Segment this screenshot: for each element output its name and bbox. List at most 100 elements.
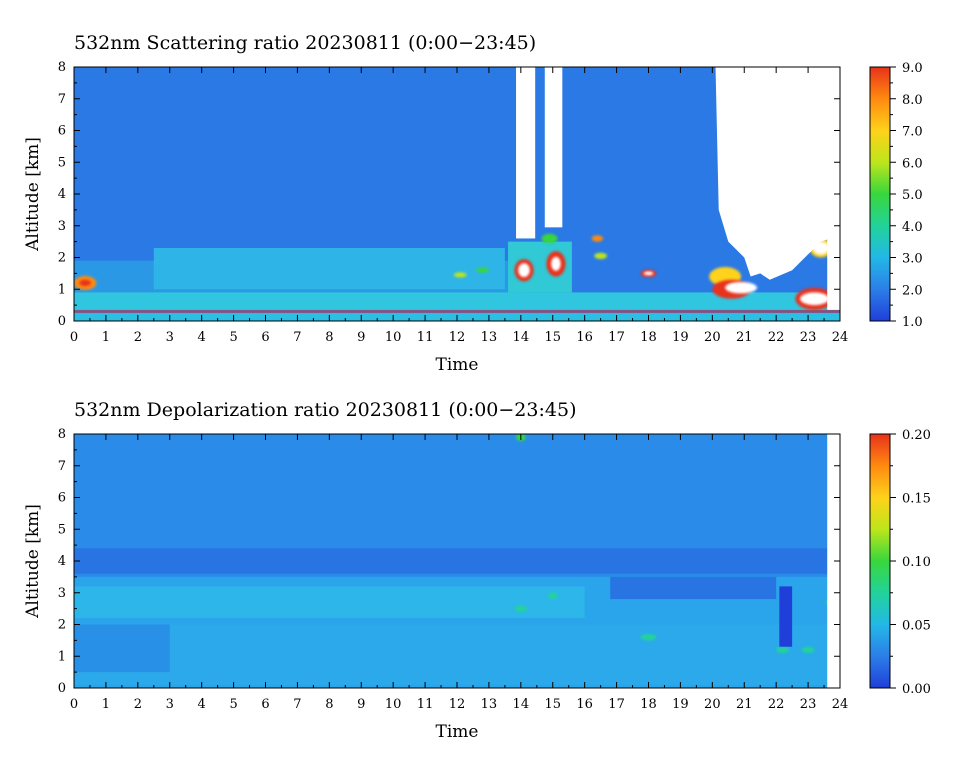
scattering-ratio-region-15 (591, 235, 604, 242)
depolarization-ratio-y-tick-label: 6 (58, 491, 66, 506)
depolarization-ratio-y-tick-label: 4 (58, 554, 66, 569)
depolarization-ratio-panel: 532nm Depolarization ratio 20230811 (0:0… (23, 399, 931, 742)
depolarization-ratio-y-tick-label: 1 (58, 649, 66, 664)
scattering-ratio-x-tick-label: 12 (449, 330, 466, 345)
depolarization-ratio-region-5 (610, 576, 777, 600)
scattering-ratio-title: 532nm Scattering ratio 20230811 (0:00−23… (74, 32, 536, 54)
scattering-ratio-x-tick-label: 6 (261, 330, 269, 345)
scattering-ratio-colorbar-tick-label: 6.0 (902, 156, 923, 171)
scattering-ratio-y-tick-label: 7 (58, 92, 66, 107)
scattering-ratio-x-tick-label: 22 (768, 330, 785, 345)
scattering-ratio-x-axis: 0 1 2 3 4 5 6 7 8 9 10 11 12 13 14 15 16 17 18 19 20 21 22 23 24 (70, 67, 848, 345)
depolarization-ratio-x-tick-label: 10 (385, 697, 402, 712)
depolarization-ratio-colorbar: 0.00 0.05 0.10 0.15 0.20 (869, 428, 931, 697)
scattering-ratio-x-tick-label: 13 (481, 330, 498, 345)
scattering-ratio-region-31 (827, 67, 840, 310)
scattering-ratio-region-23 (800, 292, 829, 306)
depolarization-ratio-x-tick-label: 20 (704, 697, 721, 712)
scattering-ratio-panel: 532nm Scattering ratio 20230811 (0:00−23… (23, 32, 923, 375)
depolarization-ratio-region-7 (514, 605, 528, 612)
depolarization-ratio-colorbar-tick-label: 0.15 (902, 492, 931, 507)
scattering-ratio-region-9 (518, 263, 530, 278)
scattering-ratio-region-16 (594, 252, 608, 260)
depolarization-ratio-region-0 (74, 548, 840, 574)
depolarization-ratio-x-tick-label: 12 (449, 697, 466, 712)
scattering-ratio-plot-area (74, 67, 840, 321)
scattering-ratio-colorbar-tick-label: 3.0 (902, 252, 923, 267)
depolarization-ratio-region-11 (776, 646, 789, 654)
depolarization-ratio-x-tick-label: 0 (70, 697, 78, 712)
scattering-ratio-region-30 (715, 67, 840, 280)
depolarization-ratio-x-tick-label: 24 (832, 697, 849, 712)
depolarization-ratio-region-3 (74, 624, 840, 685)
scattering-ratio-colorbar-tick-label: 5.0 (902, 188, 923, 203)
scattering-ratio-x-tick-label: 8 (325, 330, 333, 345)
scattering-ratio-region-18 (643, 271, 654, 276)
depolarization-ratio-x-tick-label: 13 (481, 697, 498, 712)
depolarization-ratio-x-tick-label: 17 (608, 697, 625, 712)
scattering-ratio-x-tick-label: 10 (385, 330, 402, 345)
depolarization-ratio-y-tick-label: 3 (58, 586, 66, 601)
depolarization-ratio-x-tick-label: 1 (102, 697, 110, 712)
depolarization-ratio-region-9 (640, 634, 657, 641)
scattering-ratio-region-21 (725, 281, 758, 294)
scattering-ratio-x-tick-label: 18 (640, 330, 657, 345)
depolarization-ratio-y-tick-label: 2 (58, 618, 66, 633)
depolarization-ratio-x-tick-label: 18 (640, 697, 657, 712)
scattering-ratio-xlabel: Time (436, 355, 479, 375)
scattering-ratio-y-tick-label: 6 (58, 124, 66, 139)
scattering-ratio-y-tick-label: 0 (58, 314, 66, 329)
scattering-ratio-x-tick-label: 21 (736, 330, 753, 345)
depolarization-ratio-y-tick-label: 7 (58, 459, 66, 474)
scattering-ratio-x-tick-label: 20 (704, 330, 721, 345)
depolarization-ratio-x-tick-label: 23 (800, 697, 817, 712)
depolarization-ratio-y-tick-label: 5 (58, 522, 66, 537)
depolarization-ratio-plot-area (74, 434, 840, 688)
scattering-ratio-colorbar: 1.0 2.0 3.0 4.0 5.0 6.0 7.0 8.0 9.0 (869, 61, 923, 330)
depolarization-ratio-ylabel: Altitude [km] (23, 504, 43, 619)
scattering-ratio-region-28 (516, 67, 536, 239)
depolarization-ratio-x-tick-label: 4 (198, 697, 206, 712)
depolarization-ratio-region-14 (779, 586, 793, 647)
scattering-ratio-y-tick-label: 5 (58, 155, 66, 170)
scattering-ratio-region-29 (544, 67, 563, 228)
scattering-ratio-x-tick-label: 7 (293, 330, 301, 345)
scattering-ratio-colorbar-tick-label: 8.0 (902, 93, 923, 108)
depolarization-ratio-region-4 (74, 624, 170, 673)
scattering-ratio-x-tick-label: 19 (672, 330, 689, 345)
depolarization-ratio-colorbar-tick-label: 0.10 (902, 555, 931, 570)
depolarization-ratio-colorbar-gradient (869, 433, 891, 689)
scattering-ratio-colorbar-tick-label: 2.0 (902, 283, 923, 298)
scattering-ratio-x-tick-label: 14 (513, 330, 530, 345)
depolarization-ratio-x-axis: 0 1 2 3 4 5 6 7 8 9 10 11 12 13 14 15 16 17 18 19 20 21 22 23 24 (70, 434, 848, 712)
scattering-ratio-x-tick-label: 9 (357, 330, 365, 345)
scattering-ratio-y-axis: 0 1 2 3 4 5 6 7 8 (58, 60, 840, 329)
depolarization-ratio-colorbar-tick-label: 0.05 (902, 619, 931, 634)
depolarization-ratio-x-tick-label: 11 (417, 697, 434, 712)
depolarization-ratio-y-tick-label: 0 (58, 681, 66, 696)
depolarization-ratio-title: 532nm Depolarization ratio 20230811 (0:0… (74, 399, 576, 421)
depolarization-ratio-colorbar-tick-label: 0.20 (902, 428, 931, 443)
depolarization-ratio-x-tick-label: 22 (768, 697, 785, 712)
scattering-ratio-region-12 (541, 233, 558, 244)
scattering-ratio-region-3 (153, 247, 505, 290)
depolarization-ratio-colorbar-tick-label: 0.00 (902, 682, 931, 697)
scattering-ratio-region-7 (79, 279, 91, 287)
scattering-ratio-colorbar-tick-label: 7.0 (902, 125, 923, 140)
scattering-ratio-x-tick-label: 5 (229, 330, 237, 345)
depolarization-ratio-x-tick-label: 19 (672, 697, 689, 712)
depolarization-ratio-x-tick-label: 8 (325, 697, 333, 712)
scattering-ratio-x-tick-label: 17 (608, 330, 625, 345)
scattering-ratio-x-tick-label: 16 (576, 330, 593, 345)
depolarization-ratio-x-tick-label: 9 (357, 697, 365, 712)
scattering-ratio-region-1 (74, 310, 840, 313)
scattering-ratio-y-tick-label: 2 (58, 251, 66, 266)
depolarization-ratio-y-axis: 0 1 2 3 4 5 6 7 8 (58, 427, 840, 696)
depolarization-ratio-xlabel: Time (436, 722, 479, 742)
scattering-ratio-x-tick-label: 1 (102, 330, 110, 345)
scattering-ratio-colorbar-tick-label: 1.0 (902, 315, 923, 330)
scattering-ratio-x-tick-label: 2 (134, 330, 142, 345)
depolarization-ratio-region-8 (547, 592, 558, 600)
scattering-ratio-region-11 (551, 256, 561, 271)
depolarization-ratio-y-tick-label: 8 (58, 427, 66, 442)
